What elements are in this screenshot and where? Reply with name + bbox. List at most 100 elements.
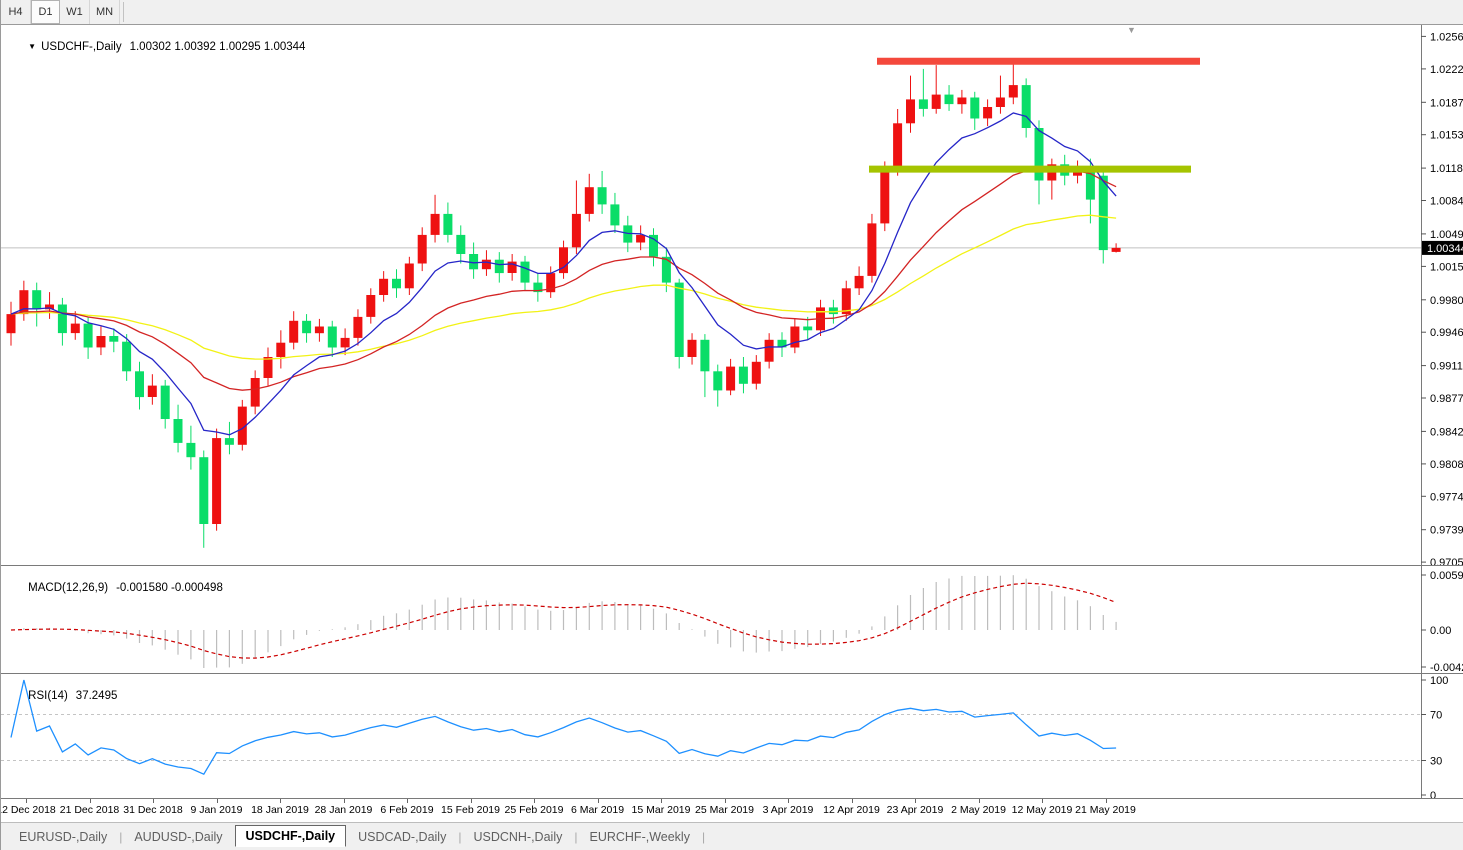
tab-separator: | bbox=[574, 829, 578, 844]
symbol-tab-bar: EURUSD-,Daily | AUDUSD-,Daily USDCHF-,Da… bbox=[1, 823, 1463, 850]
chart-shift-marker-icon[interactable]: ▼ bbox=[1127, 25, 1136, 35]
date-label: 25 Mar 2019 bbox=[695, 804, 754, 816]
date-tick bbox=[597, 799, 599, 803]
date-label: 3 Apr 2019 bbox=[762, 804, 814, 816]
svg-text:1.00840: 1.00840 bbox=[1430, 196, 1463, 208]
svg-text:-0.004243: -0.004243 bbox=[1430, 662, 1463, 673]
svg-text:1.01530: 1.01530 bbox=[1430, 130, 1463, 142]
rsi-label: RSI(14) 37.2495 bbox=[9, 678, 117, 714]
date-label: 28 Jan 2019 bbox=[314, 804, 373, 816]
svg-text:0.99460: 0.99460 bbox=[1430, 327, 1463, 339]
main-chart-canvas[interactable]: 1.02560 1.02220 1.01870 1.01530 1.01180 1.008… bbox=[1, 25, 1463, 565]
chart-title: ▼ USDCHF-,Daily 1.00302 1.00392 1.00295 1.… bbox=[9, 29, 305, 65]
svg-text:0.97740: 0.97740 bbox=[1430, 491, 1463, 503]
toolbar-separator bbox=[123, 2, 124, 22]
date-label: 2 May 2019 bbox=[951, 804, 1006, 816]
date-tick bbox=[153, 799, 154, 803]
svg-text:0.97050: 0.97050 bbox=[1430, 557, 1463, 565]
date-label: 12 Dec 2018 bbox=[0, 804, 56, 816]
support-resistance-lines[interactable] bbox=[869, 57, 1200, 173]
timeframe-toolbar: H4 D1 W1 MN bbox=[1, 0, 1463, 25]
rsi-level-lines bbox=[1, 714, 1421, 761]
date-tick bbox=[26, 799, 27, 803]
date-axis[interactable]: 12 Dec 2018 21 Dec 2018 31 Dec 2018 9 Jan 2… bbox=[1, 799, 1463, 823]
svg-text:1.00490: 1.00490 bbox=[1430, 229, 1463, 241]
tab-separator: | bbox=[119, 829, 123, 844]
macd-axis: 0.00597 0.00 -0.004243 bbox=[1421, 566, 1463, 673]
tab-usdchf-daily[interactable]: USDCHF-,Daily bbox=[234, 824, 347, 847]
svg-text:70: 70 bbox=[1430, 710, 1442, 722]
timeframe-button-w1[interactable]: W1 bbox=[60, 0, 90, 24]
date-tick bbox=[534, 799, 535, 803]
rsi-panel: RSI(14) 37.2495 100 70 30 0 bbox=[1, 674, 1463, 799]
svg-text:0.99800: 0.99800 bbox=[1430, 295, 1463, 307]
date-label: 31 Dec 2018 bbox=[123, 804, 183, 816]
svg-text:1.00150: 1.00150 bbox=[1430, 261, 1463, 273]
timeframe-button-d1[interactable]: D1 bbox=[31, 0, 60, 24]
date-label: 25 Feb 2019 bbox=[504, 804, 564, 816]
tab-usdcad-daily[interactable]: USDCAD-,Daily bbox=[358, 829, 447, 844]
date-label: 23 Apr 2019 bbox=[886, 804, 944, 816]
svg-text:0.98080: 0.98080 bbox=[1430, 459, 1463, 471]
svg-text:0: 0 bbox=[1430, 790, 1436, 798]
date-label: 12 Apr 2019 bbox=[823, 804, 880, 816]
date-tick bbox=[788, 799, 789, 803]
chart-collapse-arrow-icon[interactable]: ▼ bbox=[28, 42, 37, 51]
date-label: 18 Jan 2019 bbox=[251, 804, 309, 816]
macd-indicator-name: MACD(12,26,9) bbox=[28, 582, 109, 594]
date-label: 21 May 2019 bbox=[1075, 804, 1136, 816]
rsi-indicator-value: 37.2495 bbox=[75, 690, 118, 702]
svg-text:1.02220: 1.02220 bbox=[1430, 64, 1463, 76]
date-tick bbox=[724, 799, 726, 803]
timeframe-button-h4[interactable]: H4 bbox=[1, 0, 31, 24]
date-label: 9 Jan 2019 bbox=[190, 804, 243, 816]
date-label: 12 May 2019 bbox=[1011, 804, 1073, 816]
date-tick bbox=[470, 799, 472, 803]
macd-label: MACD(12,26,9) -0.001580 -0.000498 bbox=[9, 570, 223, 606]
date-tick bbox=[915, 799, 916, 803]
rsi-indicator-name: RSI(14) bbox=[28, 690, 68, 702]
macd-indicator-values: -0.001580 -0.000498 bbox=[116, 582, 223, 594]
svg-text:0.97390: 0.97390 bbox=[1430, 525, 1463, 537]
date-label: 6 Mar 2019 bbox=[570, 804, 625, 816]
svg-text:30: 30 bbox=[1430, 756, 1442, 768]
rsi-axis: 100 70 30 0 bbox=[1421, 674, 1448, 798]
tab-usdcnh-daily[interactable]: USDCNH-,Daily bbox=[473, 829, 563, 844]
date-tick bbox=[661, 799, 662, 803]
tab-eurchf-weekly[interactable]: EURCHF-,Weekly bbox=[589, 829, 690, 844]
date-tick bbox=[1105, 799, 1107, 803]
price-axis: 1.02560 1.02220 1.01870 1.01530 1.01180 1.008… bbox=[1421, 25, 1463, 565]
date-label: 21 Dec 2018 bbox=[59, 804, 120, 816]
tab-separator: | bbox=[458, 829, 462, 844]
svg-text:0.00: 0.00 bbox=[1430, 625, 1451, 637]
candles-layer bbox=[6, 63, 1121, 548]
svg-text:1.02560: 1.02560 bbox=[1430, 31, 1463, 43]
date-tick bbox=[978, 799, 980, 803]
svg-text:0.00597: 0.00597 bbox=[1430, 570, 1463, 582]
date-tick bbox=[216, 799, 218, 803]
rsi-line bbox=[10, 679, 1117, 776]
macd-panel: MACD(12,26,9) -0.001580 -0.000498 0.00597… bbox=[1, 566, 1463, 674]
date-tick bbox=[851, 799, 853, 803]
rsi-canvas[interactable]: 100 70 30 0 bbox=[1, 674, 1463, 798]
tab-audusd-daily[interactable]: AUDUSD-,Daily bbox=[134, 829, 223, 844]
svg-text:1.00344: 1.00344 bbox=[1427, 243, 1463, 255]
svg-text:1.01180: 1.01180 bbox=[1430, 163, 1463, 175]
date-tick bbox=[1042, 799, 1043, 803]
date-label: 6 Feb 2019 bbox=[380, 804, 434, 816]
chart-ohlc-values: 1.00302 1.00392 1.00295 1.00344 bbox=[129, 41, 306, 53]
svg-text:0.98420: 0.98420 bbox=[1430, 426, 1463, 438]
timeframe-button-mn[interactable]: MN bbox=[90, 0, 120, 24]
macd-signal-line bbox=[10, 582, 1117, 659]
tab-eurusd-daily[interactable]: EURUSD-,Daily bbox=[19, 829, 108, 844]
svg-text:1.01870: 1.01870 bbox=[1430, 97, 1463, 109]
tab-separator: | bbox=[701, 829, 706, 844]
chart-symbol-label: USDCHF-,Daily bbox=[41, 41, 122, 53]
macd-canvas[interactable]: 0.00597 0.00 -0.004243 bbox=[1, 566, 1463, 673]
svg-text:100: 100 bbox=[1430, 675, 1448, 687]
date-label: 15 Feb 2019 bbox=[441, 804, 500, 816]
date-tick bbox=[407, 799, 408, 803]
date-label: 15 Mar 2019 bbox=[631, 804, 691, 816]
